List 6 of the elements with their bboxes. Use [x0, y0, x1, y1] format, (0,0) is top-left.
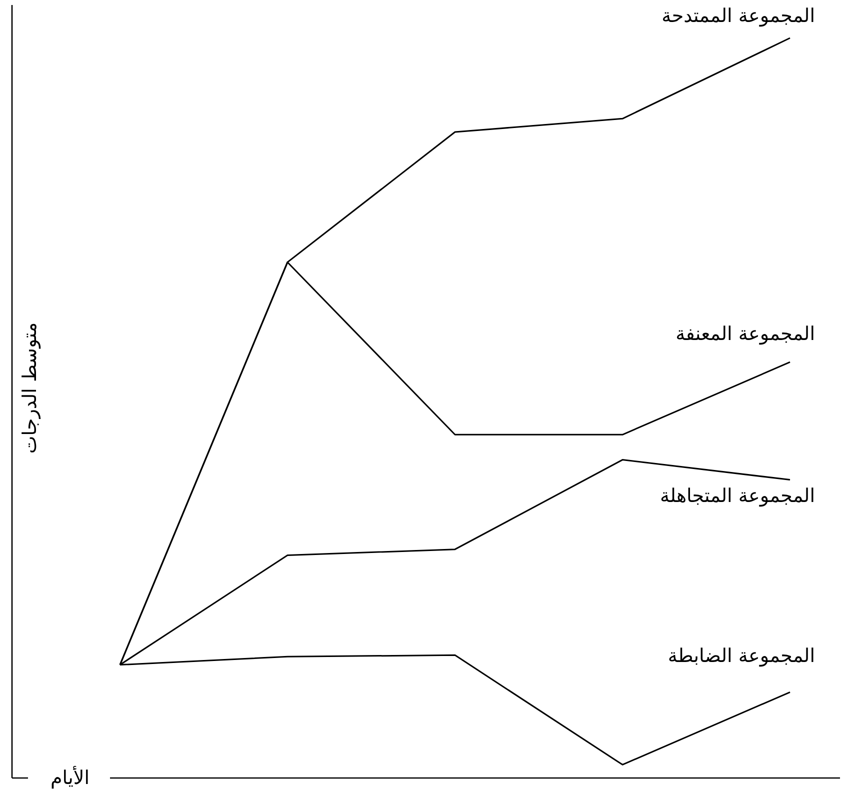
series-label: المجموعة الضابطة — [668, 645, 815, 668]
y-axis-title: متوسط الدرجات — [19, 322, 41, 454]
x-axis-title: الأيام — [50, 765, 90, 789]
series-label: المجموعة المتجاهلة — [660, 484, 815, 507]
series-label: المجموعة الممتدحة — [662, 5, 815, 27]
series-label: المجموعة المعنفة — [676, 323, 815, 346]
